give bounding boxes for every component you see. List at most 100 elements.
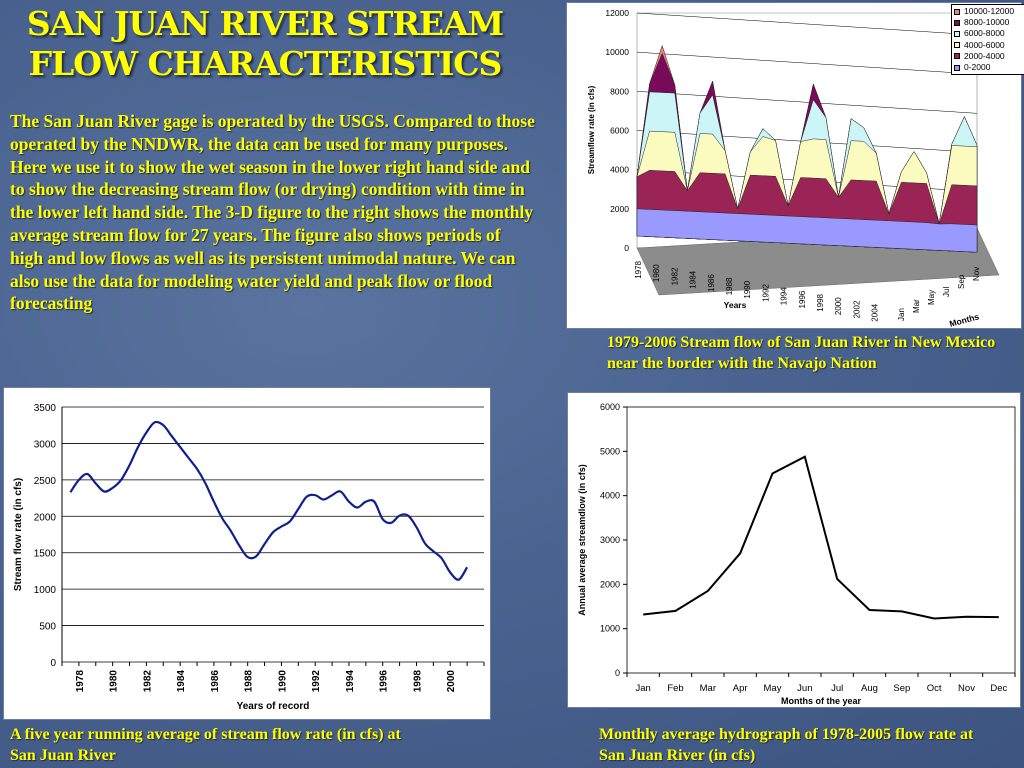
x-tick-label: 1996: [379, 670, 390, 693]
x-axis-label: Months of the year: [781, 696, 862, 706]
legend-swatch: [954, 31, 960, 37]
x-tick-label: May: [764, 683, 782, 694]
x-tick-label: 1978: [75, 670, 86, 693]
caption-running-average: A five year running average of stream fl…: [10, 726, 401, 764]
x-axis-label: Years of record: [237, 701, 310, 712]
year-tick-label: 1994: [780, 287, 789, 305]
x-tick-label: 1998: [412, 670, 423, 693]
y-tick-label: 6000: [600, 402, 620, 412]
x-tick-label: Apr: [733, 683, 748, 694]
month-tick-label: Jul: [942, 287, 951, 297]
year-tick-label: 1984: [689, 270, 698, 288]
x-tick-label: 1980: [109, 670, 120, 693]
x-axis-label: Years: [724, 300, 747, 310]
series-line: [643, 455, 999, 620]
year-tick-label: 1982: [670, 267, 679, 285]
x-tick-label: 2000: [446, 670, 457, 693]
x-tick-label: Feb: [667, 683, 683, 694]
y-tick-label: 500: [39, 622, 56, 633]
legend-item: 2000-4000: [954, 51, 1024, 62]
year-tick-label: 1980: [652, 264, 661, 282]
hydrograph-svg: 0 1000 2000 3000 4000 5000 6000 Jan Feb Mar Apr May…: [577, 402, 1016, 706]
year-tick-label: 1998: [816, 293, 825, 311]
x-tick-label: Aug: [861, 683, 878, 694]
year-tick-label: 1996: [798, 290, 807, 308]
x-tick-label: 1992: [311, 670, 322, 693]
y-tick-label: 5000: [600, 446, 620, 456]
y-tick-label: 0: [50, 658, 56, 669]
running-average-svg: 0 500 1000 1500 2000 2500 3000 3500 1978 1980 1982…: [13, 403, 485, 712]
x-tick-label: Sep: [893, 683, 910, 694]
series-line: [69, 420, 469, 581]
legend-label: 10000-12000: [964, 6, 1015, 16]
year-tick-label: 2004: [871, 303, 880, 321]
x-tick-label: 1990: [277, 670, 288, 693]
month-tick-label: Nov: [972, 267, 981, 281]
y-tick-label: 0: [615, 668, 620, 678]
month-tick-label: May: [927, 290, 936, 305]
y-tick-label: 3000: [34, 439, 57, 450]
year-tick-label: 1990: [743, 280, 752, 298]
legend-swatch: [954, 8, 960, 15]
legend-item: 4000-6000: [954, 40, 1024, 51]
legend-swatch: [954, 42, 960, 49]
year-tick-label: 2000: [834, 297, 843, 315]
legend-item: 6000-8000: [954, 28, 1024, 39]
year-tick-label: 1988: [725, 277, 734, 295]
gridline: [636, 91, 978, 114]
chart-3d-streamflow: 0 2000 4000 6000 8000 10000 12000 Streamflow ra…: [566, 2, 1024, 329]
y-axis-label: Streamflow rate (in cfs): [587, 85, 596, 174]
legend-label: 0-2000: [964, 62, 991, 73]
caption-3d-chart: 1979-2006 Stream flow of San Juan River …: [607, 334, 996, 372]
legend-swatch: [954, 53, 960, 60]
chart-running-average: 0 500 1000 1500 2000 2500 3000 3500 1978 1980 1982…: [3, 387, 491, 720]
y-tick-label: 0: [624, 243, 629, 253]
x-tick-label: Dec: [990, 683, 1007, 694]
chart-monthly-hydrograph: 0 1000 2000 3000 4000 5000 6000 Jan Feb Mar Apr May…: [567, 392, 1021, 708]
legend-item: 8000-10000: [954, 17, 1024, 28]
year-tick-label: 1978: [634, 260, 643, 278]
y-axis-label: Annual average streamdlow (in cfs): [577, 464, 587, 616]
legend-swatch: [954, 64, 960, 71]
z-axis-label: Months: [948, 311, 980, 328]
month-tick-label: Mar: [912, 299, 921, 313]
month-tick-label: Jan: [897, 308, 906, 321]
y-tick-label: 4000: [610, 165, 629, 175]
x-tick-label: Mar: [700, 683, 716, 694]
plot-frame: [626, 406, 1016, 674]
x-tick-label: 1988: [244, 670, 255, 693]
legend-item: 10000-12000: [954, 6, 1024, 17]
x-tick-label: 1984: [176, 670, 187, 693]
x-tick-label: Jan: [636, 683, 651, 694]
chart-3d-legend: 10000-12000 8000-10000 6000-8000 4000-6000 2…: [951, 4, 1024, 76]
y-tick-label: 4000: [600, 491, 620, 501]
y-tick-label: 2000: [610, 204, 629, 214]
x-tick-label: Nov: [958, 683, 975, 694]
y-tick-label: 8000: [610, 86, 629, 96]
y-tick-label: 3500: [34, 403, 57, 414]
gridline: [636, 12, 978, 36]
y-tick-label: 1000: [600, 624, 620, 634]
surface-band: [636, 208, 978, 253]
y-tick-label: 2000: [34, 512, 57, 523]
year-tick-label: 1986: [707, 274, 716, 292]
legend-label: 8000-10000: [964, 17, 1010, 28]
x-tick-label: Jun: [797, 683, 812, 694]
x-tick-label: Jul: [831, 683, 843, 694]
x-tick-label: 1982: [142, 670, 153, 693]
year-tick-label: 1992: [761, 284, 770, 302]
y-axis-label: Stream flow rate (in cfs): [13, 478, 24, 591]
y-tick-label: 2500: [34, 476, 57, 487]
month-tick-label: Sep: [957, 274, 966, 289]
x-tick-label: 1994: [345, 670, 356, 693]
year-tick-label: 2002: [852, 300, 861, 318]
slide-title: SAN JUAN RIVER STREAM FLOW CHARACTERISTI…: [26, 4, 504, 83]
body-paragraph: The San Juan River gage is operated by t…: [10, 111, 535, 314]
gridline: [636, 51, 978, 75]
legend-label: 6000-8000: [964, 28, 1005, 39]
y-tick-label: 1500: [34, 549, 57, 560]
legend-label: 4000-6000: [964, 39, 1005, 50]
y-tick-label: 2000: [600, 579, 620, 589]
y-tick-label: 10000: [605, 47, 629, 57]
legend-label: 2000-4000: [964, 50, 1005, 61]
